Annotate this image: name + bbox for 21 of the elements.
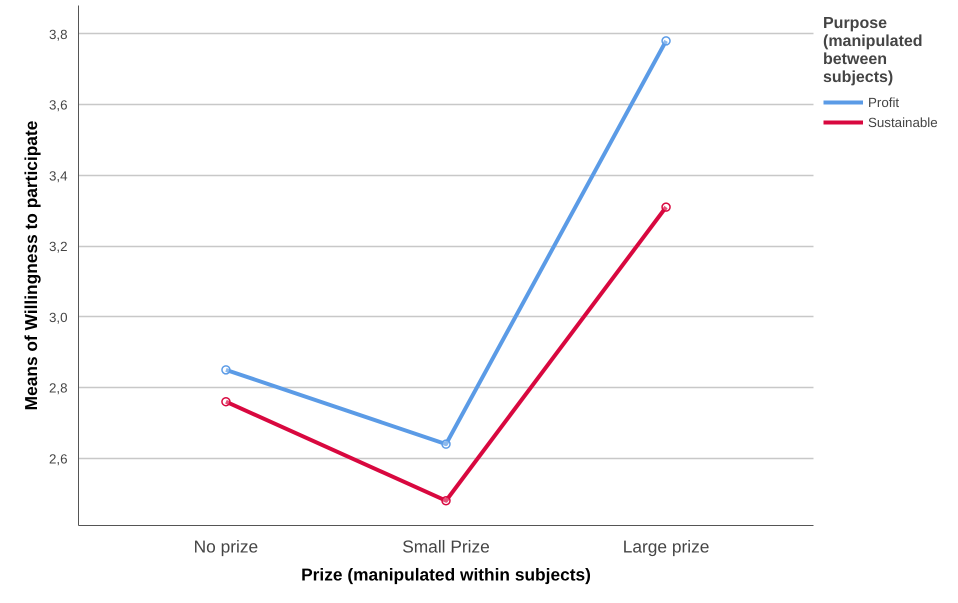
y-axis-title: Means of Willingness to participate [20,120,41,410]
legend-label: Sustainable [868,114,938,130]
y-tick-label: 2,8 [48,380,68,396]
point [221,365,231,375]
y-tick-label: 3,8 [48,26,68,42]
point [441,439,451,449]
legend-label: Profit [868,94,900,110]
y-tick-label: 3,2 [48,239,68,254]
y-tick-label: 3,0 [48,310,68,325]
y-tick-label: 3,4 [48,168,68,184]
x-axis-title: Prize (manipulated within subjects) [301,564,591,584]
y-tick-label: 2,6 [48,451,68,466]
point [441,496,451,506]
y-tick-label: 3,6 [48,98,68,113]
x-tick-label: No prize [194,536,258,556]
x-tick-label: Small Prize [402,536,490,556]
point [661,202,671,212]
x-tick-label: Large prize [622,536,710,556]
point [221,396,231,406]
legend-title: Purpose (manipulated between subjects) [823,15,924,87]
point [661,36,671,46]
